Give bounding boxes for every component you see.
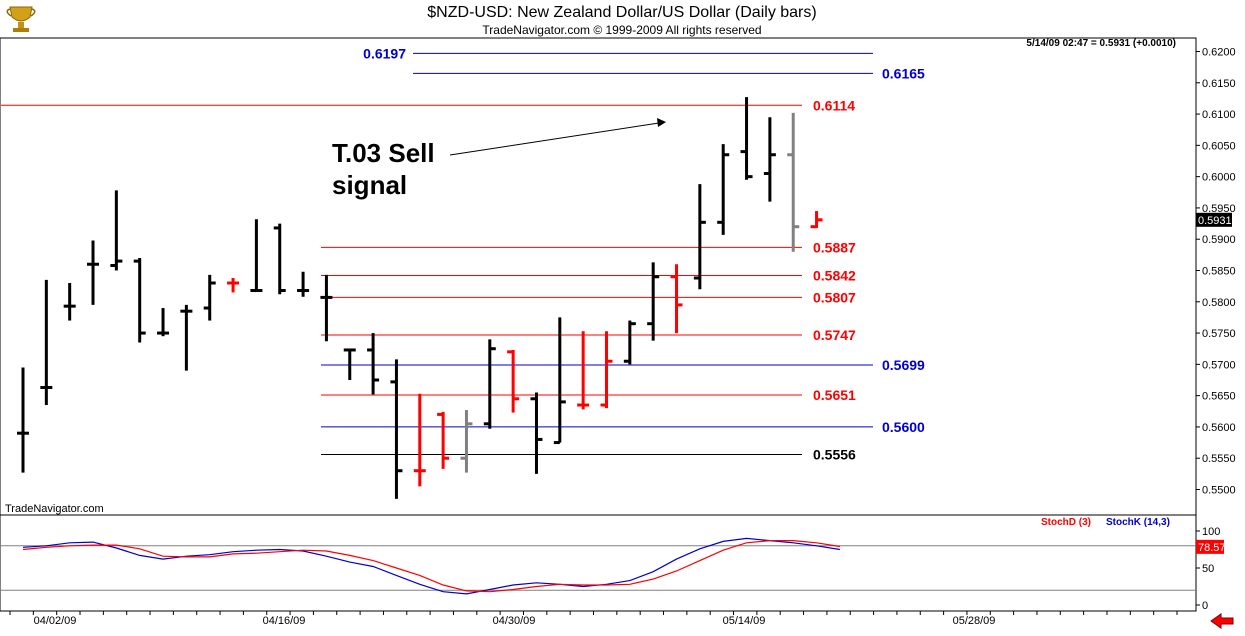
trophy-icon bbox=[6, 6, 36, 32]
price-tick-label: 0.5500 bbox=[1202, 485, 1236, 497]
ohlc-bar bbox=[693, 184, 706, 290]
copyright-text: TradeNavigator.com © 1999-2009 All right… bbox=[482, 23, 761, 37]
ohlc-bar bbox=[530, 392, 543, 474]
ohlc-bar bbox=[507, 349, 520, 413]
price-tick-label: 0.5900 bbox=[1202, 234, 1236, 246]
last-price-label: 0.5931 bbox=[1198, 215, 1232, 227]
ohlc-bar bbox=[763, 117, 776, 202]
ohlc-bar bbox=[810, 211, 823, 229]
price-tick-label: 0.5650 bbox=[1202, 391, 1236, 403]
ohlc-bar bbox=[297, 271, 310, 297]
stoch-axis: 0 50 100 bbox=[1196, 526, 1220, 612]
fib-label: 0.5807 bbox=[813, 289, 856, 305]
price-tick-label: 0.5600 bbox=[1202, 422, 1236, 434]
ohlc-bar bbox=[157, 308, 170, 337]
date-tick-label: 05/14/09 bbox=[723, 615, 766, 627]
ohlc-bar bbox=[227, 278, 240, 293]
ohlc-bar bbox=[87, 240, 100, 305]
annotation-line2: signal bbox=[332, 170, 407, 200]
ohlc-bar bbox=[343, 348, 356, 380]
fib-label: 0.5600 bbox=[882, 419, 925, 435]
chart-title: $NZD-USD: New Zealand Dollar/US Dollar (… bbox=[427, 4, 816, 21]
stochd-legend: StochD (3) bbox=[1041, 517, 1091, 528]
ohlc-bar bbox=[670, 264, 683, 334]
ohlc-bar bbox=[320, 274, 333, 342]
stoch-tick-label: 0 bbox=[1202, 600, 1208, 612]
arrowhead-icon bbox=[657, 118, 666, 127]
ohlc-bar bbox=[460, 410, 473, 473]
fib-label: 0.5699 bbox=[882, 357, 925, 373]
ohlc-bar bbox=[390, 359, 403, 499]
fib-label: 0.6114 bbox=[813, 97, 855, 113]
date-tick-label: 04/02/09 bbox=[34, 615, 77, 627]
stochk-legend: StochK (14,3) bbox=[1106, 517, 1170, 528]
annotation-arrow-line bbox=[449, 122, 660, 156]
stoch-lines: 78.57 bbox=[1, 537, 1226, 595]
annotation-line1: T.03 Sell bbox=[332, 138, 435, 168]
price-tick-label: 0.6100 bbox=[1202, 109, 1236, 121]
ohlc-bar bbox=[740, 97, 753, 180]
ohlc-bar bbox=[17, 367, 29, 473]
price-tick-label: 0.5550 bbox=[1202, 453, 1236, 465]
ohlc-bar bbox=[203, 274, 216, 321]
fib-label: 0.5747 bbox=[813, 327, 856, 343]
ohlc-bar bbox=[110, 190, 123, 271]
price-tick-label: 0.6050 bbox=[1202, 140, 1236, 152]
stoch-last-box bbox=[1196, 539, 1224, 554]
ohlc-bar bbox=[133, 257, 146, 343]
watermark: TradeNavigator.com bbox=[5, 503, 104, 515]
ohlc-bar bbox=[437, 411, 450, 469]
ohlc-bar bbox=[623, 320, 636, 365]
price-tick-label: 0.5850 bbox=[1202, 266, 1236, 278]
ohlc-bar bbox=[787, 112, 800, 252]
stoch-legend: StochD (3) StochK (14,3) bbox=[1041, 517, 1170, 528]
ohlc-bar bbox=[273, 223, 286, 295]
ohlc-bar bbox=[483, 339, 496, 429]
stoch-tick-label: 100 bbox=[1202, 526, 1220, 538]
ohlc-bar bbox=[367, 333, 380, 395]
stoch-last-label: 78.57 bbox=[1198, 542, 1226, 554]
ohlc-bar bbox=[600, 331, 613, 409]
fib-label: 0.5651 bbox=[813, 387, 856, 403]
stoch-tick-label: 50 bbox=[1202, 563, 1214, 575]
stochd-line bbox=[22, 539, 840, 593]
price-tick-label: 0.5750 bbox=[1202, 328, 1236, 340]
date-tick-label: 04/30/09 bbox=[493, 615, 536, 627]
price-tick-label: 0.6150 bbox=[1202, 78, 1236, 90]
date-tick-label: 04/16/09 bbox=[263, 615, 306, 627]
date-tick-label: 05/28/09 bbox=[953, 615, 996, 627]
ohlc-bar bbox=[250, 219, 263, 293]
fib-levels: 0.6197 0.6165 0.6114 0.5887 0.5842 0.5807 0.57… bbox=[1, 45, 925, 462]
ohlc-bar bbox=[180, 304, 193, 371]
price-tick-label: 0.5950 bbox=[1202, 203, 1236, 215]
last-price-box bbox=[1196, 212, 1232, 227]
price-tick-label: 0.6200 bbox=[1202, 47, 1236, 59]
ohlc-bar bbox=[63, 283, 76, 321]
price-tick-label: 0.6000 bbox=[1202, 172, 1236, 184]
ohlc-bar bbox=[40, 279, 53, 406]
ohlc-bar bbox=[647, 262, 660, 341]
x-axis: 04/02/09 04/16/09 04/30/09 05/14/09 05/28/09 bbox=[9, 611, 1178, 627]
fib-label: 0.6165 bbox=[882, 65, 925, 81]
fib-label: 0.5887 bbox=[813, 239, 856, 255]
stochk-line bbox=[22, 537, 840, 595]
fib-label: 0.5842 bbox=[813, 268, 856, 284]
price-tick-label: 0.5800 bbox=[1202, 297, 1236, 309]
last-quote: 5/14/09 02:47 = 0.5931 (+0.0010) bbox=[1026, 38, 1176, 49]
ohlc-bar bbox=[577, 331, 590, 410]
ohlc-bar bbox=[553, 317, 566, 445]
ohlc-bar bbox=[717, 144, 730, 235]
ohlc-bar bbox=[413, 393, 426, 487]
ohlc-bars bbox=[17, 97, 823, 499]
fib-label: 0.5556 bbox=[813, 446, 856, 462]
sell-signal-annotation: T.03 Sell signal bbox=[332, 118, 666, 200]
scroll-left-arrow-icon[interactable] bbox=[1210, 613, 1234, 629]
fib-label: 0.6197 bbox=[363, 45, 406, 61]
price-tick-label: 0.5700 bbox=[1202, 359, 1236, 371]
price-axis: 0.5500 0.5550 0.5600 0.5650 0.5700 0.5750 0.58… bbox=[1196, 47, 1236, 497]
